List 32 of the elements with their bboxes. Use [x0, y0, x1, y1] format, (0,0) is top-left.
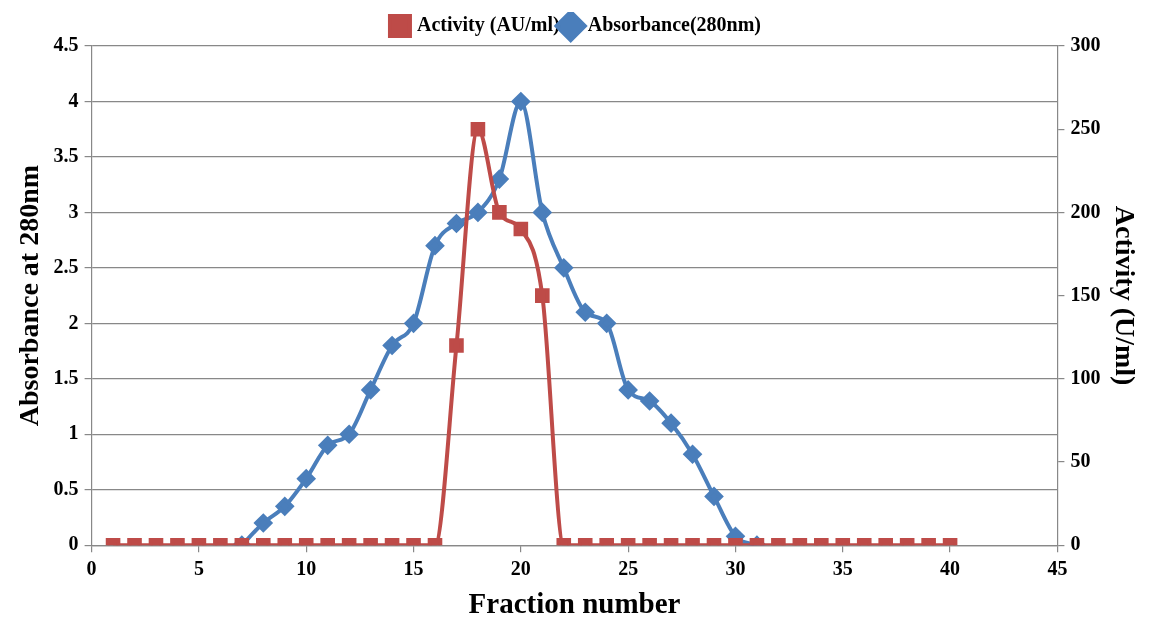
x-tick-label: 15 — [403, 557, 424, 580]
y2-tick-label: 250 — [1070, 116, 1101, 139]
y-tick-label: 0 — [68, 532, 79, 555]
y2-axis-title: Activity (U/ml) — [1109, 205, 1141, 386]
y-tick-label: 1 — [68, 421, 79, 444]
y2-tick-label: 50 — [1070, 449, 1091, 472]
x-tick-label: 40 — [940, 557, 961, 580]
legend-label: Absorbance(280nm) — [587, 13, 762, 37]
x-tick-label: 5 — [193, 557, 204, 580]
y2-tick-label: 0 — [1070, 532, 1081, 555]
y-tick-label: 3 — [68, 199, 79, 222]
y2-tick-label: 300 — [1070, 33, 1101, 56]
x-tick-label: 10 — [296, 557, 317, 580]
y-tick-label: 0.5 — [53, 476, 79, 499]
x-tick-label: 0 — [86, 557, 97, 580]
x-tick-label: 35 — [832, 557, 853, 580]
x-axis-title: Fraction number — [468, 587, 681, 620]
y-tick-label: 1.5 — [53, 365, 79, 388]
x-tick-label: 45 — [1047, 557, 1068, 580]
y-tick-label: 3.5 — [53, 144, 79, 167]
y-tick-label: 2.5 — [53, 255, 79, 278]
y-axis-title: Absorbance at 280nm — [13, 164, 45, 427]
y2-tick-label: 200 — [1070, 199, 1101, 222]
x-tick-label: 25 — [618, 557, 639, 580]
y-tick-label: 4 — [68, 88, 79, 111]
legend-label: Activity (AU/ml) — [416, 13, 560, 37]
y2-tick-label: 100 — [1070, 365, 1101, 388]
y2-tick-label: 150 — [1070, 282, 1101, 305]
y-tick-label: 4.5 — [53, 33, 79, 56]
y-tick-label: 2 — [68, 310, 79, 333]
x-tick-label: 30 — [725, 557, 746, 580]
x-tick-label: 20 — [510, 557, 531, 580]
